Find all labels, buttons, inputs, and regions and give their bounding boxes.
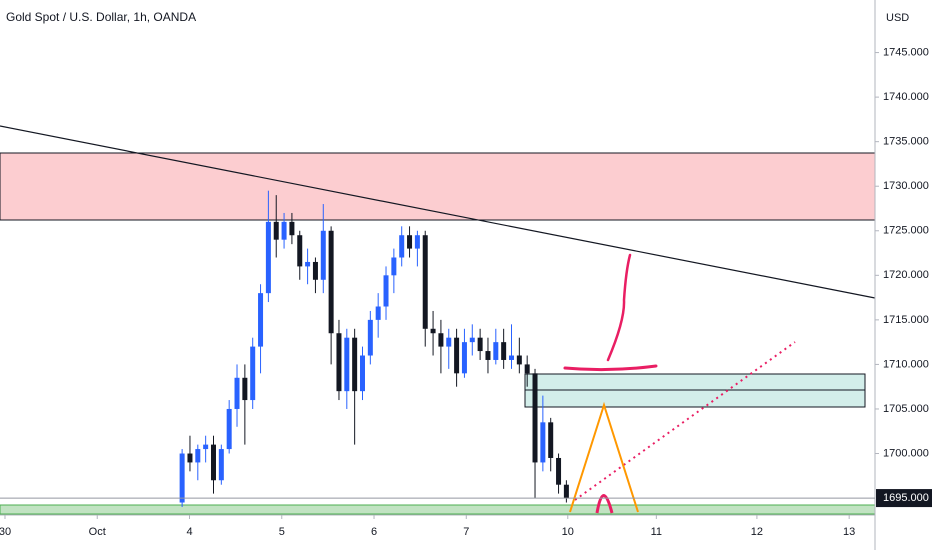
x-tick-label: 6: [371, 526, 377, 538]
candle-body: [226, 408, 232, 450]
candle-body: [556, 457, 562, 485]
candle-body: [563, 484, 569, 499]
candle-body: [305, 261, 311, 267]
candle-body: [454, 337, 460, 374]
candle-body: [493, 342, 499, 360]
candle-body: [438, 333, 444, 347]
candle-body: [289, 221, 295, 236]
pen-stroke: [595, 494, 614, 514]
y-tick-label: 1700.000: [883, 447, 929, 459]
x-tick-label: Oct: [89, 526, 106, 538]
candle-body: [391, 257, 397, 276]
candle-body: [250, 346, 256, 401]
candle-body: [524, 364, 530, 374]
candle-body: [352, 337, 358, 392]
y-tick-label: 1735.000: [883, 136, 929, 148]
candle-body: [375, 306, 381, 320]
candle-body: [383, 275, 389, 307]
x-tick-label: 7: [463, 526, 469, 538]
x-tick-label: 10: [562, 526, 574, 538]
candle-body: [422, 235, 428, 329]
x-tick-label: 30: [0, 526, 11, 538]
trendline: [0, 125, 876, 299]
resistance-zone: [0, 152, 876, 221]
chart-title: Gold Spot / U.S. Dollar, 1h, OANDA: [6, 10, 196, 24]
pen-stroke: [563, 364, 658, 372]
candle-body: [210, 444, 216, 481]
x-tick-label: 13: [843, 526, 855, 538]
x-tick-label: 4: [186, 526, 192, 538]
y-tick-label: 1710.000: [883, 358, 929, 370]
candle-body: [359, 355, 365, 392]
candle-body: [477, 337, 483, 352]
y-unit: USD: [886, 12, 909, 24]
candle-body: [367, 319, 373, 356]
y-tick-label: 1705.000: [883, 403, 929, 415]
candle-body: [407, 235, 413, 249]
candle-body: [234, 377, 240, 409]
candle-body: [179, 453, 185, 503]
candle-body: [281, 221, 287, 240]
y-tick-label: 1715.000: [883, 314, 929, 326]
candle-body: [461, 342, 467, 374]
candle-body: [516, 355, 522, 365]
candle-body: [273, 221, 279, 240]
candle-body: [265, 221, 271, 294]
candle-body: [344, 337, 350, 392]
y-tick-label: 1730.000: [883, 180, 929, 192]
pen-stroke: [606, 253, 632, 362]
x-tick-label: 12: [751, 526, 763, 538]
candle-body: [297, 235, 303, 267]
candle-body: [242, 377, 248, 401]
x-tick-label: 11: [651, 526, 662, 538]
candle-body: [414, 235, 420, 249]
y-tick-label: 1720.000: [883, 269, 929, 281]
projection-path: [569, 401, 639, 513]
last-price-label: 1695.000: [883, 492, 929, 504]
candle-body: [540, 422, 546, 463]
candle-body: [501, 342, 507, 360]
candle-body: [548, 422, 554, 458]
support-zone: [0, 504, 876, 515]
candle-body: [312, 261, 318, 280]
candle-body: [258, 293, 264, 347]
candle-body: [399, 235, 405, 258]
candle-body: [218, 449, 224, 481]
y-tick-label: 1745.000: [883, 46, 929, 58]
candle-body: [532, 373, 538, 463]
candle-body: [485, 351, 491, 360]
last-price-box: [876, 489, 932, 508]
candle-body: [446, 337, 452, 347]
candle-body: [508, 355, 514, 360]
plot-area: [179, 190, 569, 507]
candle-body: [187, 453, 193, 463]
candle-body: [328, 230, 334, 334]
candle-body: [203, 444, 209, 450]
candle-body: [320, 230, 326, 280]
y-tick-label: 1725.000: [883, 225, 929, 237]
candle-body: [469, 337, 475, 343]
candle-body: [195, 449, 201, 463]
candle-body: [336, 333, 342, 392]
x-tick-label: 5: [279, 526, 285, 538]
y-tick-label: 1740.000: [883, 91, 929, 103]
candle-body: [430, 328, 436, 334]
